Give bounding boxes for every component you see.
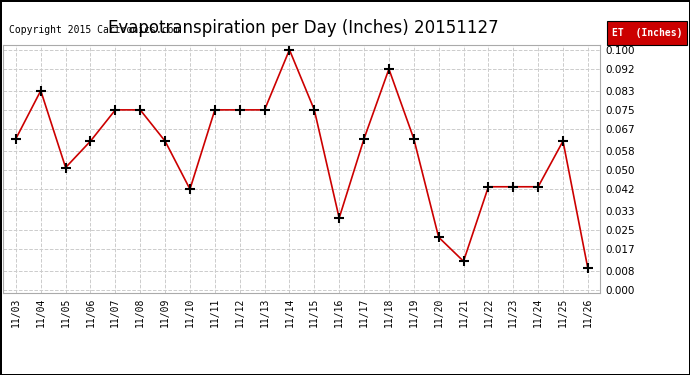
Text: ET  (Inches): ET (Inches): [611, 28, 682, 38]
Text: Copyright 2015 Cartronics.com: Copyright 2015 Cartronics.com: [10, 25, 180, 35]
Text: Evapotranspiration per Day (Inches) 20151127: Evapotranspiration per Day (Inches) 2015…: [108, 19, 499, 37]
